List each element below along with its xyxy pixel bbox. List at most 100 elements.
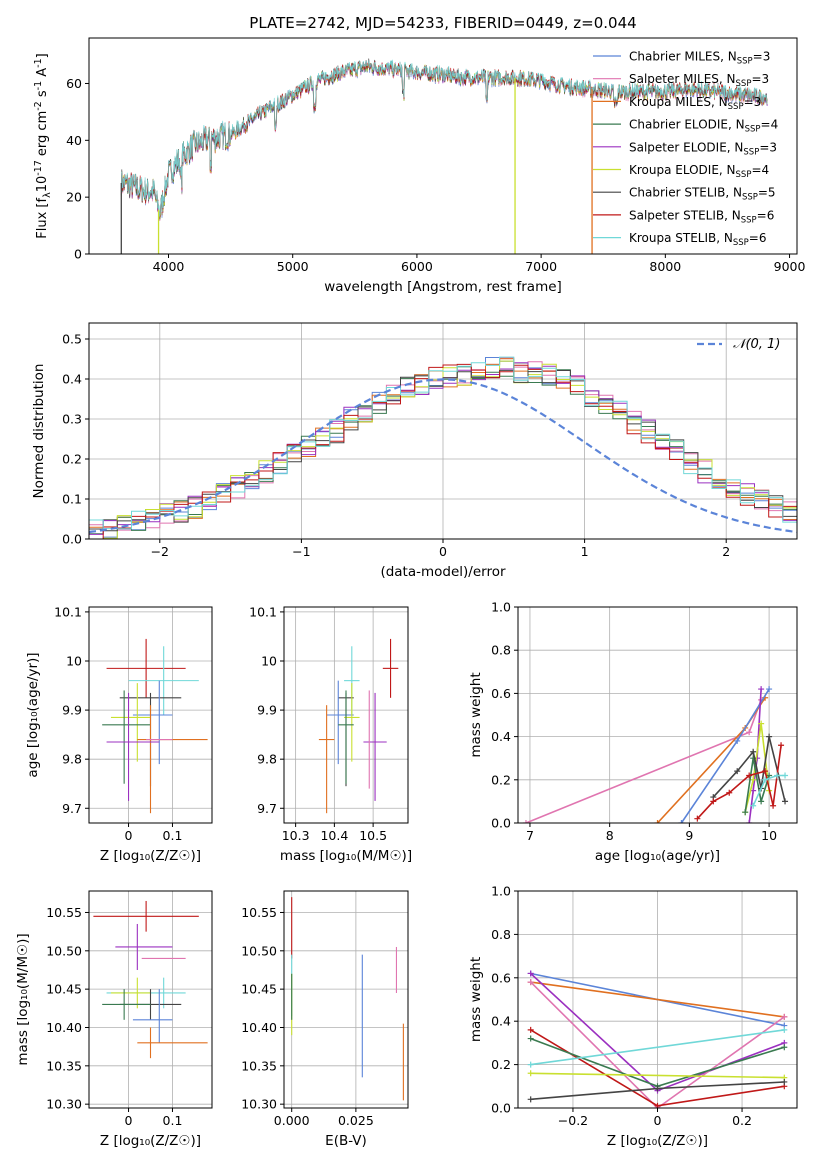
y-tick-label: 9.9: [62, 703, 82, 718]
x-tick-label: 0.000: [274, 1113, 310, 1128]
y-tick-label: 9.8: [62, 752, 82, 767]
y-tick-label: 60: [66, 76, 82, 91]
y-tick-label: 10.40: [46, 1020, 82, 1035]
axes-mass_vs_ebv: 0.000 0.025 10.30 10.35 10.40 10.45 10.50 10.55…: [241, 891, 408, 1149]
axes-residuals: −2 −1 0 1 2 0.0 0.1 0.2 0.3 0.4 0.5 (data-model)/er…: [31, 323, 797, 580]
y-tick-label: 0.2: [62, 452, 82, 467]
weight-series-kroupa_elodie: [744, 723, 770, 813]
y-tick-label: 0.5: [62, 332, 82, 347]
x-tick-label: 0: [125, 828, 133, 843]
y-label-part: -1: [33, 58, 44, 67]
x-tick-label: 6000: [401, 259, 433, 274]
weight-series-chabrier_stelib: [712, 736, 786, 802]
legend-label: Salpeter STELIB, NSSP=6: [629, 208, 774, 225]
weight-marker-kroupa_stelib: [527, 1061, 534, 1068]
weight-marker-salpeter_stelib: [762, 768, 769, 775]
legend-label: Kroupa STELIB, NSSP=6: [629, 231, 767, 248]
legend-prefix: Chabrier ELODIE, N: [629, 118, 745, 132]
y-tick-label: 10.35: [241, 1058, 277, 1073]
legend-sub: SSP: [736, 170, 752, 180]
y-tick-label: 40: [66, 133, 82, 148]
plot-frame: [517, 890, 798, 1109]
weight-marker-salpeter_stelib: [778, 742, 785, 749]
weight-marker-chabrier_miles: [678, 820, 685, 823]
plot-frame: [88, 890, 213, 1109]
weight-marker-salpeter_miles: [527, 979, 534, 986]
y-tick-label: 0.6: [491, 686, 511, 701]
y-tick-label: 9.7: [257, 801, 277, 816]
y-label-part: s: [35, 90, 50, 101]
legend-prefix: Chabrier STELIB, N: [629, 186, 742, 200]
errorbars-age_vs_mass: [318, 638, 399, 814]
y-label-part: 10: [35, 176, 50, 193]
axes-age_vs_mass: 10.3 10.4 10.5 9.7 9.8 9.9 10 10.1 mass [log₁₀(M…: [249, 604, 412, 864]
legend-suffix: =6: [757, 208, 775, 222]
legend-prefix: Kroupa MILES, N: [629, 95, 728, 109]
x-tick-label: 0: [439, 544, 447, 559]
weight-marker-salpeter_stelib: [710, 798, 717, 805]
weight-marker-kroupa_miles: [654, 820, 661, 823]
x-tick-label: 10.5: [359, 828, 387, 843]
weight-marker-kroupa_stelib: [782, 772, 789, 779]
x-tick-label: 0.1: [163, 1113, 183, 1128]
weight-marker-salpeter_stelib: [694, 815, 701, 822]
weight-marker-salpeter_elodie: [758, 686, 765, 693]
axes-mass_vs_Z: 0 0.1 10.30 10.35 10.40 10.45 10.50 10.55 Z [log…: [15, 891, 212, 1149]
weight-marker-salpeter_stelib: [770, 802, 777, 809]
y-tick-label: 10.45: [241, 982, 277, 997]
legend-sub: SSP: [736, 79, 752, 89]
x-axis-label: E(B-V): [325, 1133, 367, 1149]
y-tick-label: 10.50: [241, 943, 277, 958]
x-tick-label: 1: [581, 544, 589, 559]
y-tick-label: 10.35: [46, 1058, 82, 1073]
weight-marker-kroupa_elodie: [750, 776, 757, 783]
x-axis-label: Z [log₁₀(Z/Z☉)]: [100, 1133, 201, 1149]
legend-suffix: =6: [749, 231, 767, 245]
legend-prefix: Kroupa STELIB, N: [629, 231, 733, 245]
x-axis-label: (data-model)/error: [380, 564, 506, 580]
plot-frame: [88, 322, 798, 540]
x-tick-label: 8000: [649, 259, 681, 274]
y-tick-label: 10.55: [241, 905, 277, 920]
y-tick-label: 10.55: [46, 905, 82, 920]
x-tick-label: 8: [606, 828, 614, 843]
y-tick-label: 0.8: [491, 643, 511, 658]
axes-spectrum: 4000 5000 6000 7000 8000 9000 0 20 40 60 wavelengt…: [66, 76, 805, 295]
y-tick-label: 0.4: [491, 1014, 511, 1029]
weight-marker-chabrier_stelib: [782, 798, 789, 805]
weight-series-kroupa_elodie: [530, 1072, 785, 1079]
y-label-part: Flux [f: [35, 197, 50, 238]
y-axis-label: mass [log₁₀(M/M☉)]: [15, 933, 31, 1065]
weight-marker-chabrier_stelib: [766, 733, 773, 740]
y-axis-label: Normed distribution: [31, 364, 47, 499]
weight-marker-kroupa_elodie: [527, 1070, 534, 1077]
weight-marker-kroupa_stelib: [762, 776, 769, 783]
x-tick-label: 0.2: [732, 1113, 752, 1128]
weight-marker-chabrier_stelib: [750, 748, 757, 755]
legend-label: Chabrier MILES, NSSP=3: [629, 50, 770, 67]
legend-label: Chabrier STELIB, NSSP=5: [629, 186, 776, 203]
y-tick-label: 0.8: [491, 927, 511, 942]
legend-suffix: =3: [744, 95, 762, 109]
y-tick-label: 1.0: [491, 884, 511, 899]
y-tick-label: 10: [261, 654, 277, 669]
weight-series-chabrier_elodie: [744, 758, 770, 813]
x-axis-label: Z [log₁₀(Z/Z☉)]: [607, 1133, 708, 1149]
y-tick-label: 0.2: [491, 1057, 511, 1072]
y-tick-label: 0.4: [62, 372, 82, 387]
histograms: [89, 356, 797, 539]
y-label-part: -17: [33, 160, 44, 176]
weight-marker-kroupa_elodie: [758, 720, 765, 727]
y-label-part: -2: [33, 101, 44, 110]
weight-marker-chabrier_stelib: [527, 1096, 534, 1103]
x-tick-label: 5000: [277, 259, 309, 274]
y-tick-label: 9.7: [62, 801, 82, 816]
x-tick-label: −0.2: [558, 1113, 588, 1128]
x-tick-label: 0: [125, 1113, 133, 1128]
legend-sub: SSP: [737, 57, 753, 67]
y-tick-label: 10.30: [46, 1097, 82, 1112]
plot-frame: [283, 606, 409, 824]
weight-series-kroupa_stelib: [752, 774, 785, 807]
